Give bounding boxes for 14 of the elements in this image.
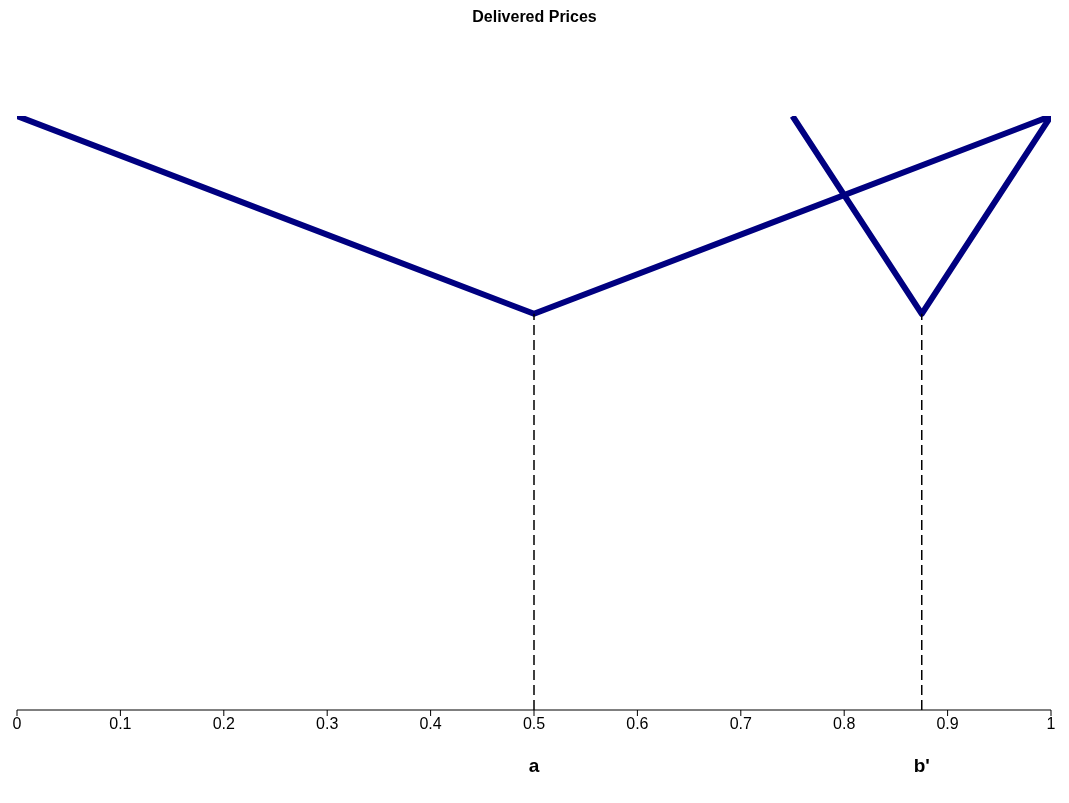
x-tick-label: 0.6	[626, 715, 649, 733]
x-tick-label: 0.7	[729, 715, 753, 733]
x-tick-label: 0.9	[936, 715, 959, 733]
x-tick-label: 0.1	[109, 715, 132, 733]
x-tick-label: 0.4	[419, 715, 442, 733]
x-tick-label: 0.2	[212, 715, 236, 733]
x-tick-label: 0	[12, 715, 22, 733]
chart-title: Delivered Prices	[471, 8, 598, 27]
x-tick-label: 0.8	[833, 715, 856, 733]
x-tick-label: 0.3	[316, 715, 339, 733]
ref-line-label: b'	[913, 755, 930, 776]
x-tick-label: 1	[1046, 715, 1056, 733]
x-tick-label: 0.5	[522, 715, 546, 733]
ref-line-label: a	[528, 755, 540, 776]
